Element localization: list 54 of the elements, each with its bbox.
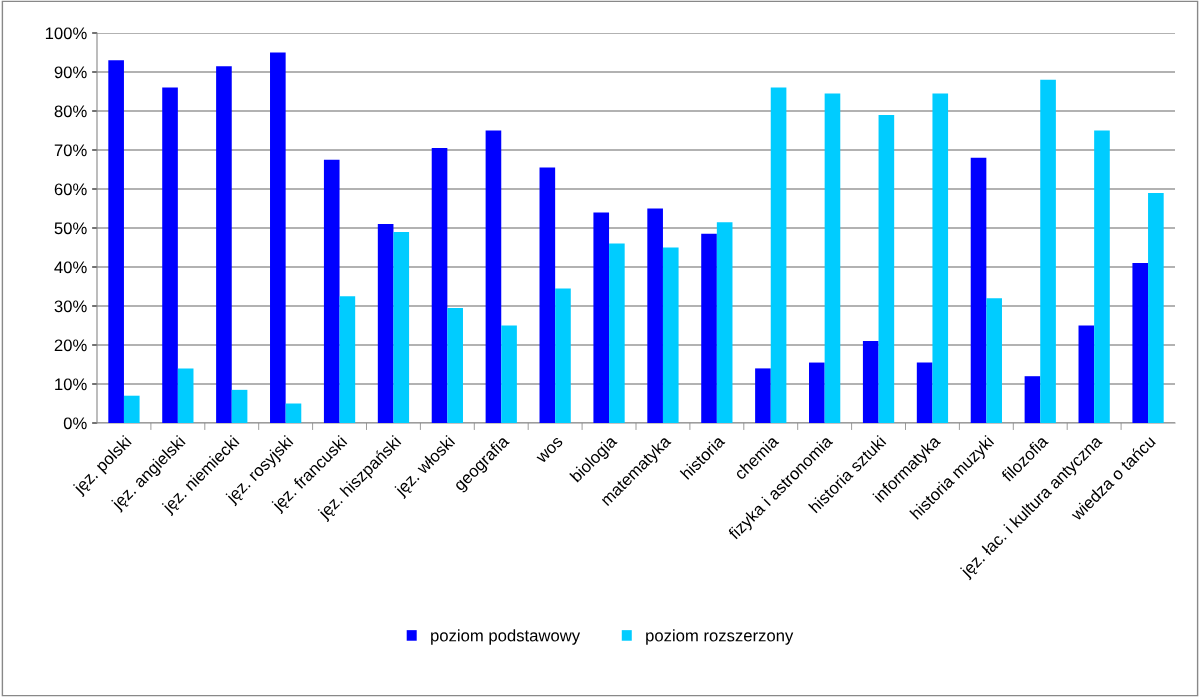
y-tick-label: 100% [45,27,87,40]
bar [123,395,140,423]
bar [878,114,895,423]
y-tick-label: 10% [55,378,87,391]
bar [932,93,949,423]
y-tick-label: 70% [54,144,87,157]
y-tick-label: 40% [54,261,87,274]
y-tick-label: 80% [54,105,87,118]
bar [593,212,610,423]
bar [824,93,841,423]
bar [539,167,556,423]
bar [609,243,625,423]
bar [916,362,933,423]
bar [231,389,248,423]
bar [162,87,178,423]
bar [270,52,286,423]
bar [501,325,517,423]
bar [555,288,571,423]
legend-label: poziom podstawowy [431,629,581,645]
bar [393,231,410,423]
bar [1148,192,1164,423]
x-tick-label: wos [536,436,564,464]
bar [701,233,717,423]
y-tick-label: 30% [54,300,87,313]
bar [862,341,879,423]
bar [377,224,394,423]
bar [986,298,1002,423]
bar [108,60,124,423]
bar [431,148,448,423]
y-tick-label: 50% [54,222,87,235]
y-tick-label: 90% [54,66,87,79]
bar [809,362,825,423]
y-tick-label: 0% [63,417,87,430]
bar [1132,263,1149,423]
bar [1024,376,1041,423]
bar [970,157,987,423]
bar [447,307,463,423]
bar [1040,79,1056,423]
bar [755,368,771,423]
bar [177,368,194,423]
bar [323,159,340,423]
bar [285,403,302,423]
y-tick-label: 20% [54,339,87,352]
legend-label: poziom rozszerzony [646,629,794,645]
bar [662,247,679,423]
bar [339,296,356,423]
bar [216,66,232,423]
bar [647,208,663,423]
bar [716,222,733,423]
bar [1078,325,1095,423]
bar [1094,130,1110,423]
y-tick-label: 60% [54,183,87,196]
bar [485,130,502,423]
bar [770,87,787,423]
